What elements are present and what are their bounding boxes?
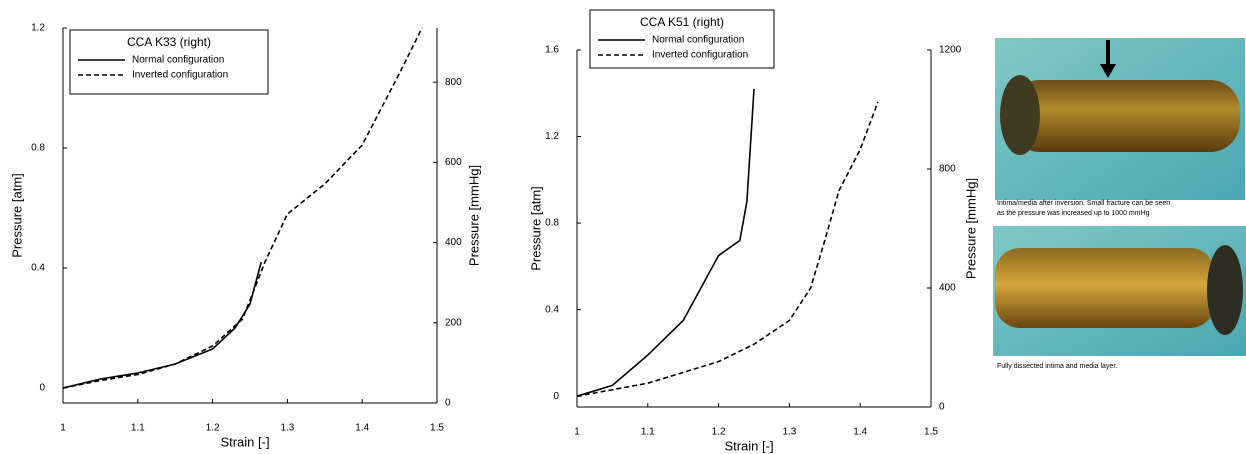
chart: 1 1.1 1.2 1.3 1.4 1.5 0 0.4 0.8 1.2 0 200 400 600 800 S…: [9, 23, 481, 450]
y2-tick-label: 800: [445, 77, 462, 88]
x-tick-label: 1.3: [280, 423, 294, 434]
y-tick-label: 0: [553, 391, 559, 402]
x-tick-label: 1.5: [924, 427, 938, 438]
photo-bottom: [993, 226, 1246, 356]
chart-title: CCA K51 (right): [640, 15, 724, 29]
data-line: [576, 88, 755, 397]
data-line: [62, 261, 262, 389]
x-tick-label: 1.2: [712, 427, 726, 438]
photo-caption: Fully dissected intima and media layer.: [997, 363, 1117, 370]
y2-tick-label: 1200: [939, 45, 962, 56]
legend-box: [589, 9, 775, 69]
y-axis-label: Pressure [atm]: [9, 173, 24, 258]
x-tick-label: 1.5: [430, 423, 444, 434]
y2-tick-label: 800: [939, 164, 956, 175]
x-tick-label: 1.4: [355, 423, 369, 434]
y2-tick-label: 400: [939, 283, 956, 294]
y-tick-label: 0.8: [545, 218, 559, 229]
legend-label: Normal configuration: [652, 35, 744, 46]
y-tick-label: 0.4: [31, 263, 45, 274]
y-tick-label: 1.2: [545, 131, 559, 142]
y2-tick-label: 600: [445, 157, 462, 168]
x-tick-label: 1: [60, 423, 66, 434]
y-tick-label: 0.8: [31, 143, 45, 154]
legend-box: [69, 29, 269, 95]
y2-axis-label: Pressure [mmHg]: [963, 178, 978, 279]
chart: 1 1.1 1.2 1.3 1.4 1.5 0 0.4 0.8 1.2 1.6 0 400 800 1200…: [528, 9, 978, 453]
x-tick-label: 1.4: [853, 427, 867, 438]
legend-label: Normal configuration: [132, 55, 224, 66]
y-axis-label: Pressure [atm]: [528, 186, 543, 271]
y2-tick-label: 200: [445, 317, 462, 328]
y2-tick-label: 0: [939, 402, 945, 413]
x-axis-label: Strain [-]: [220, 434, 269, 449]
y2-tick-label: 0: [445, 398, 451, 409]
data-line: [62, 27, 423, 389]
x-axis-label: Strain [-]: [724, 438, 773, 453]
y-tick-label: 0.4: [545, 304, 559, 315]
photo-caption: Intima/media after inversion. Small frac…: [997, 200, 1170, 217]
chart-title: CCA K33 (right): [127, 35, 211, 49]
photo-top: [995, 38, 1245, 200]
y2-tick-label: 400: [445, 237, 462, 248]
y2-axis-label: Pressure [mmHg]: [466, 165, 481, 266]
y-tick-label: 1.6: [545, 45, 559, 56]
y-tick-label: 1.2: [31, 23, 45, 34]
legend-label: Inverted configuration: [652, 50, 748, 61]
x-tick-label: 1.3: [782, 427, 796, 438]
x-tick-label: 1.1: [641, 427, 655, 438]
y-tick-label: 0: [39, 383, 45, 394]
x-tick-label: 1.2: [206, 423, 220, 434]
x-tick-label: 1: [574, 427, 580, 438]
x-tick-label: 1.1: [131, 423, 145, 434]
data-line: [576, 101, 879, 397]
legend-label: Inverted configuration: [132, 70, 228, 81]
